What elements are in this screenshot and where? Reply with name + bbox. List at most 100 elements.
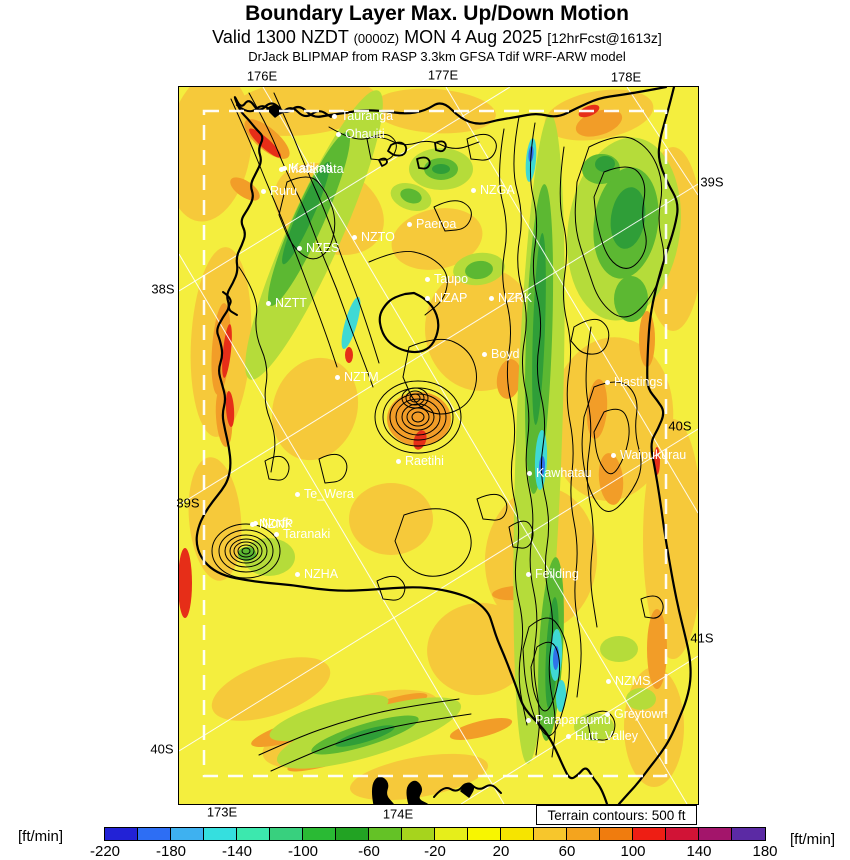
place-label-te_wera: Te_Wera <box>295 487 354 501</box>
place-label-paeroa: Paeroa <box>407 217 456 231</box>
place-dot <box>489 296 494 301</box>
axis-label-41s: 41S <box>690 630 714 646</box>
place-dot <box>295 572 300 577</box>
place-dot <box>425 296 430 301</box>
place-dot <box>274 532 279 537</box>
place-dot <box>266 301 271 306</box>
axis-label-39s: 39S <box>700 174 724 190</box>
axis-label-174e: 174E <box>382 806 414 822</box>
colorbar-segment <box>105 828 138 840</box>
colorbar-tick: 60 <box>558 843 576 860</box>
colorbar-tick: -60 <box>358 843 380 860</box>
colorbar-segment <box>237 828 270 840</box>
place-dot <box>250 522 255 527</box>
place-dot <box>425 277 430 282</box>
place-label-taranaki: Taranaki <box>274 527 330 541</box>
colorbar-segment <box>468 828 501 840</box>
place-label-taupo: Taupo <box>425 272 468 286</box>
colorbar-segment <box>501 828 534 840</box>
colorbar-segment <box>633 828 666 840</box>
axis-label-173e: 173E <box>206 804 238 820</box>
place-label-matamata: Matamata <box>279 162 344 176</box>
page-title: Boundary Layer Max. Up/Down Motion <box>245 2 629 25</box>
place-label-raetihi: Raetihi <box>396 454 444 468</box>
colorbar-tick: 140 <box>686 843 712 860</box>
model-line: DrJack BLIPMAP from RASP 3.3km GFSA Tdif… <box>248 49 626 64</box>
colorbar-segment <box>567 828 600 840</box>
place-dot <box>396 459 401 464</box>
place-label-ohauiti: Ohauiti <box>336 127 385 141</box>
place-dot <box>611 453 616 458</box>
colorbar-segment <box>666 828 699 840</box>
place-label-greytown: Greytown <box>605 707 668 721</box>
place-label-boyd: Boyd <box>482 347 520 361</box>
colorbar-tick: 100 <box>620 843 646 860</box>
place-dot <box>295 492 300 497</box>
axis-label-38s: 38S <box>151 281 175 297</box>
colorbar-segment <box>303 828 336 840</box>
colorbar-segment <box>204 828 237 840</box>
place-label-nzto: NZTO <box>352 230 395 244</box>
colorbar-tick: -140 <box>221 843 253 860</box>
colorbar-segment <box>732 828 765 840</box>
place-label-kawhatau: Kawhatau <box>527 466 592 480</box>
terrain-motion-plot <box>179 87 698 804</box>
colorbar-segment <box>369 828 402 840</box>
axis-label-178e: 178E <box>610 69 642 85</box>
place-dot <box>527 471 532 476</box>
place-dot <box>253 521 258 526</box>
axis-label-40s: 40S <box>150 741 174 757</box>
colorbar-tick: -20 <box>424 843 446 860</box>
colorbar-units-left: [ft/min] <box>18 828 64 845</box>
colorbar-tick: -180 <box>155 843 187 860</box>
place-label-katikati: Katikati <box>282 161 332 175</box>
colorbar-tick: 20 <box>492 843 510 860</box>
colorbar-segment <box>534 828 567 840</box>
place-dot <box>526 572 531 577</box>
place-dot <box>335 375 340 380</box>
axis-label-176e: 176E <box>246 68 278 84</box>
place-label-nztt: NZTT <box>266 296 307 310</box>
place-dot <box>352 235 357 240</box>
colorbar-segment <box>270 828 303 840</box>
place-dot <box>605 712 610 717</box>
place-dot <box>407 222 412 227</box>
axis-label-177e: 177E <box>427 67 459 83</box>
colorbar-units-right: [ft/min] <box>790 831 836 848</box>
valid-time-line: Valid 1300 NZDT (0000Z) MON 4 Aug 2025 [… <box>25 27 849 48</box>
place-dot <box>336 132 341 137</box>
place-dot <box>297 246 302 251</box>
place-label-waipukurau: Waipukurau <box>611 448 686 462</box>
place-dot <box>605 380 610 385</box>
colorbar-tick: -220 <box>89 843 121 860</box>
place-label-nzrk: NZRK <box>489 291 532 305</box>
valid-date: MON 4 Aug 2025 <box>399 27 548 47</box>
colorbar-tick: -100 <box>287 843 319 860</box>
place-dot <box>332 114 337 119</box>
place-label-nztm: NZTM <box>335 370 379 384</box>
place-dot <box>282 166 287 171</box>
place-dot <box>606 679 611 684</box>
colorbar-segment <box>138 828 171 840</box>
place-label-tauranga: Tauranga <box>332 109 393 123</box>
valid-zulu: (0000Z) <box>353 31 400 46</box>
map-canvas: Tauranga Ohauiti Matamata Katikati Ruru NZGA P… <box>178 86 699 805</box>
place-label-paraparaumu: Paraparaumu <box>526 713 611 727</box>
place-label-nzms: NZMS <box>606 674 650 688</box>
terrain-note: Terrain contours: 500 ft <box>536 805 697 825</box>
colorbar-segment <box>600 828 633 840</box>
valid-prefix: Valid 1300 NZDT <box>212 27 354 47</box>
place-label-nzap: NZAP <box>425 291 467 305</box>
colorbar-tick: 180 <box>752 843 778 860</box>
colorbar-segment <box>402 828 435 840</box>
place-label-nzha: NZHA <box>295 567 338 581</box>
place-label-hastings: Hastings <box>605 375 663 389</box>
place-label-norfk: Norfk <box>253 516 292 530</box>
place-label-nznp: NZNP <box>250 517 293 531</box>
place-label-nzes: NZES <box>297 241 339 255</box>
place-dot <box>566 734 571 739</box>
place-label-ruru: Ruru <box>261 184 297 198</box>
colorbar-segment <box>435 828 468 840</box>
place-dot <box>261 189 266 194</box>
